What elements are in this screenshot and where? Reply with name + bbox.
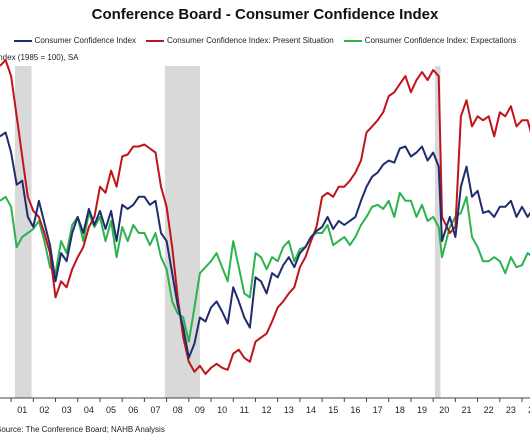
x-tick-label: 09 bbox=[195, 405, 205, 415]
x-tick-label: 23 bbox=[506, 405, 516, 415]
recession-band-3 bbox=[434, 66, 441, 398]
x-tick-label: 24 bbox=[528, 405, 530, 415]
x-tick-label: 15 bbox=[328, 405, 338, 415]
x-tick-label: 18 bbox=[395, 405, 405, 415]
x-tick-label: 08 bbox=[173, 405, 183, 415]
series-line-present bbox=[0, 59, 530, 375]
legend-label-expectations: Consumer Confidence Index: Expectations bbox=[364, 36, 517, 45]
legend-label-confidence: Consumer Confidence Index bbox=[34, 36, 136, 45]
recession-bands bbox=[14, 66, 441, 398]
recession-band-1 bbox=[14, 66, 32, 398]
legend-swatch-expectations bbox=[343, 39, 362, 42]
x-tick-label: 11 bbox=[240, 405, 249, 415]
series-line-confidence bbox=[0, 131, 530, 359]
legend-label-present: Consumer Confidence Index: Present Situa… bbox=[166, 36, 334, 45]
x-tick-label: 07 bbox=[150, 405, 160, 415]
x-tick-label: 16 bbox=[350, 405, 360, 415]
x-axis: 01 02 03 04 05 06 07 08 09 10 11 12 13 14 15 16 17 18 19 20… bbox=[0, 397, 530, 415]
legend-item-expectations: Consumer Confidence Index: Expectations bbox=[343, 36, 517, 45]
x-tick-label: 03 bbox=[62, 405, 72, 415]
chart-legend: Consumer Confidence Index Consumer Confi… bbox=[0, 36, 530, 45]
legend-item-present: Consumer Confidence Index: Present Situa… bbox=[145, 36, 334, 45]
legend-item-confidence: Consumer Confidence Index bbox=[13, 36, 136, 45]
series-lines bbox=[0, 59, 530, 375]
x-tick-label: 19 bbox=[417, 405, 427, 415]
series-line-expectations bbox=[0, 191, 530, 343]
chart-title: Conference Board - Consumer Confidence I… bbox=[91, 6, 439, 23]
y-axis-label: Index (1985 = 100), SA bbox=[0, 53, 79, 62]
legend-swatch-present bbox=[145, 39, 164, 42]
x-tick-label: 17 bbox=[373, 405, 383, 415]
x-tick-label: 02 bbox=[39, 405, 49, 415]
x-tick-label: 04 bbox=[84, 405, 94, 415]
legend-swatch-confidence bbox=[13, 39, 32, 42]
x-tick-label: 22 bbox=[484, 405, 494, 415]
x-tick-label: 01 bbox=[17, 405, 27, 415]
x-tick-label: 20 bbox=[439, 405, 449, 415]
x-tick-label: 05 bbox=[106, 405, 116, 415]
x-tick-label: 12 bbox=[262, 405, 272, 415]
x-tick-label: 13 bbox=[284, 405, 294, 415]
x-tick-label: 10 bbox=[217, 405, 227, 415]
x-tick-label: 21 bbox=[461, 405, 471, 415]
x-tick-label: 06 bbox=[128, 405, 138, 415]
x-tick-label: 14 bbox=[306, 405, 316, 415]
source-note: Source: The Conference Board; NAHB Analy… bbox=[0, 425, 165, 434]
